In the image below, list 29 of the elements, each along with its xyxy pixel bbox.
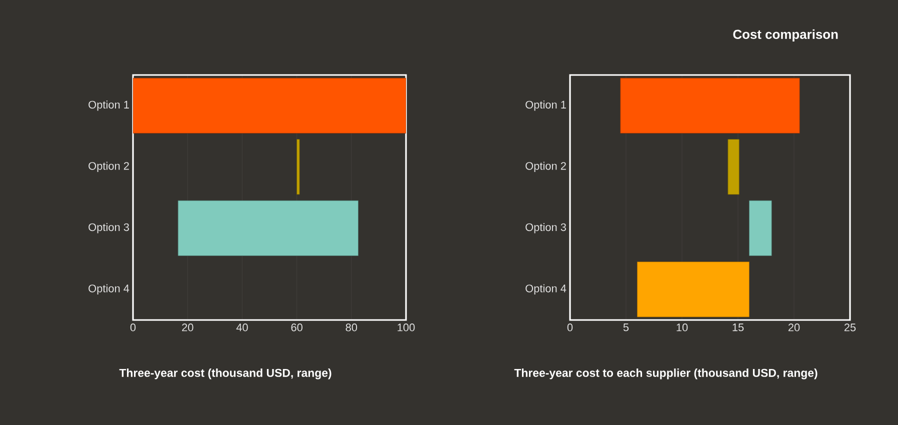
x-tick-label: 15	[732, 324, 744, 332]
x-axis-title: Three-year cost (thousand USD, range)	[119, 368, 332, 380]
x-tick-label: 5	[623, 324, 629, 332]
bar	[749, 200, 772, 256]
y-tick-label: Option 2	[526, 162, 566, 172]
bar	[296, 139, 300, 195]
x-tick-label: 0	[130, 324, 136, 332]
x-tick-label: 0	[567, 324, 573, 332]
y-tick-label: Option 1	[526, 100, 566, 111]
bar	[728, 139, 740, 195]
y-tick-label: Option 3	[526, 223, 566, 234]
x-tick-label: 80	[346, 324, 358, 332]
bar	[178, 200, 358, 256]
x-tick-label: 10	[676, 324, 688, 332]
chart-title: Cost comparison	[733, 29, 838, 42]
bar	[637, 262, 750, 318]
x-tick-label: 20	[182, 324, 194, 332]
x-tick-label: 40	[236, 324, 248, 332]
x-tick-label: 20	[788, 324, 800, 332]
y-tick-label: Option 1	[88, 100, 129, 111]
y-tick-label: Option 4	[88, 284, 130, 294]
y-tick-label: Option 4	[526, 284, 566, 294]
x-axis-title: Three-year cost to each supplier (thousand USD, range)	[514, 368, 818, 380]
x-tick-label: 100	[398, 324, 415, 332]
x-tick-label: 25	[844, 324, 856, 332]
bar	[620, 78, 800, 134]
y-tick-label: Option 2	[88, 162, 129, 172]
x-tick-label: 60	[291, 324, 302, 332]
y-tick-label: Option 3	[88, 223, 129, 234]
